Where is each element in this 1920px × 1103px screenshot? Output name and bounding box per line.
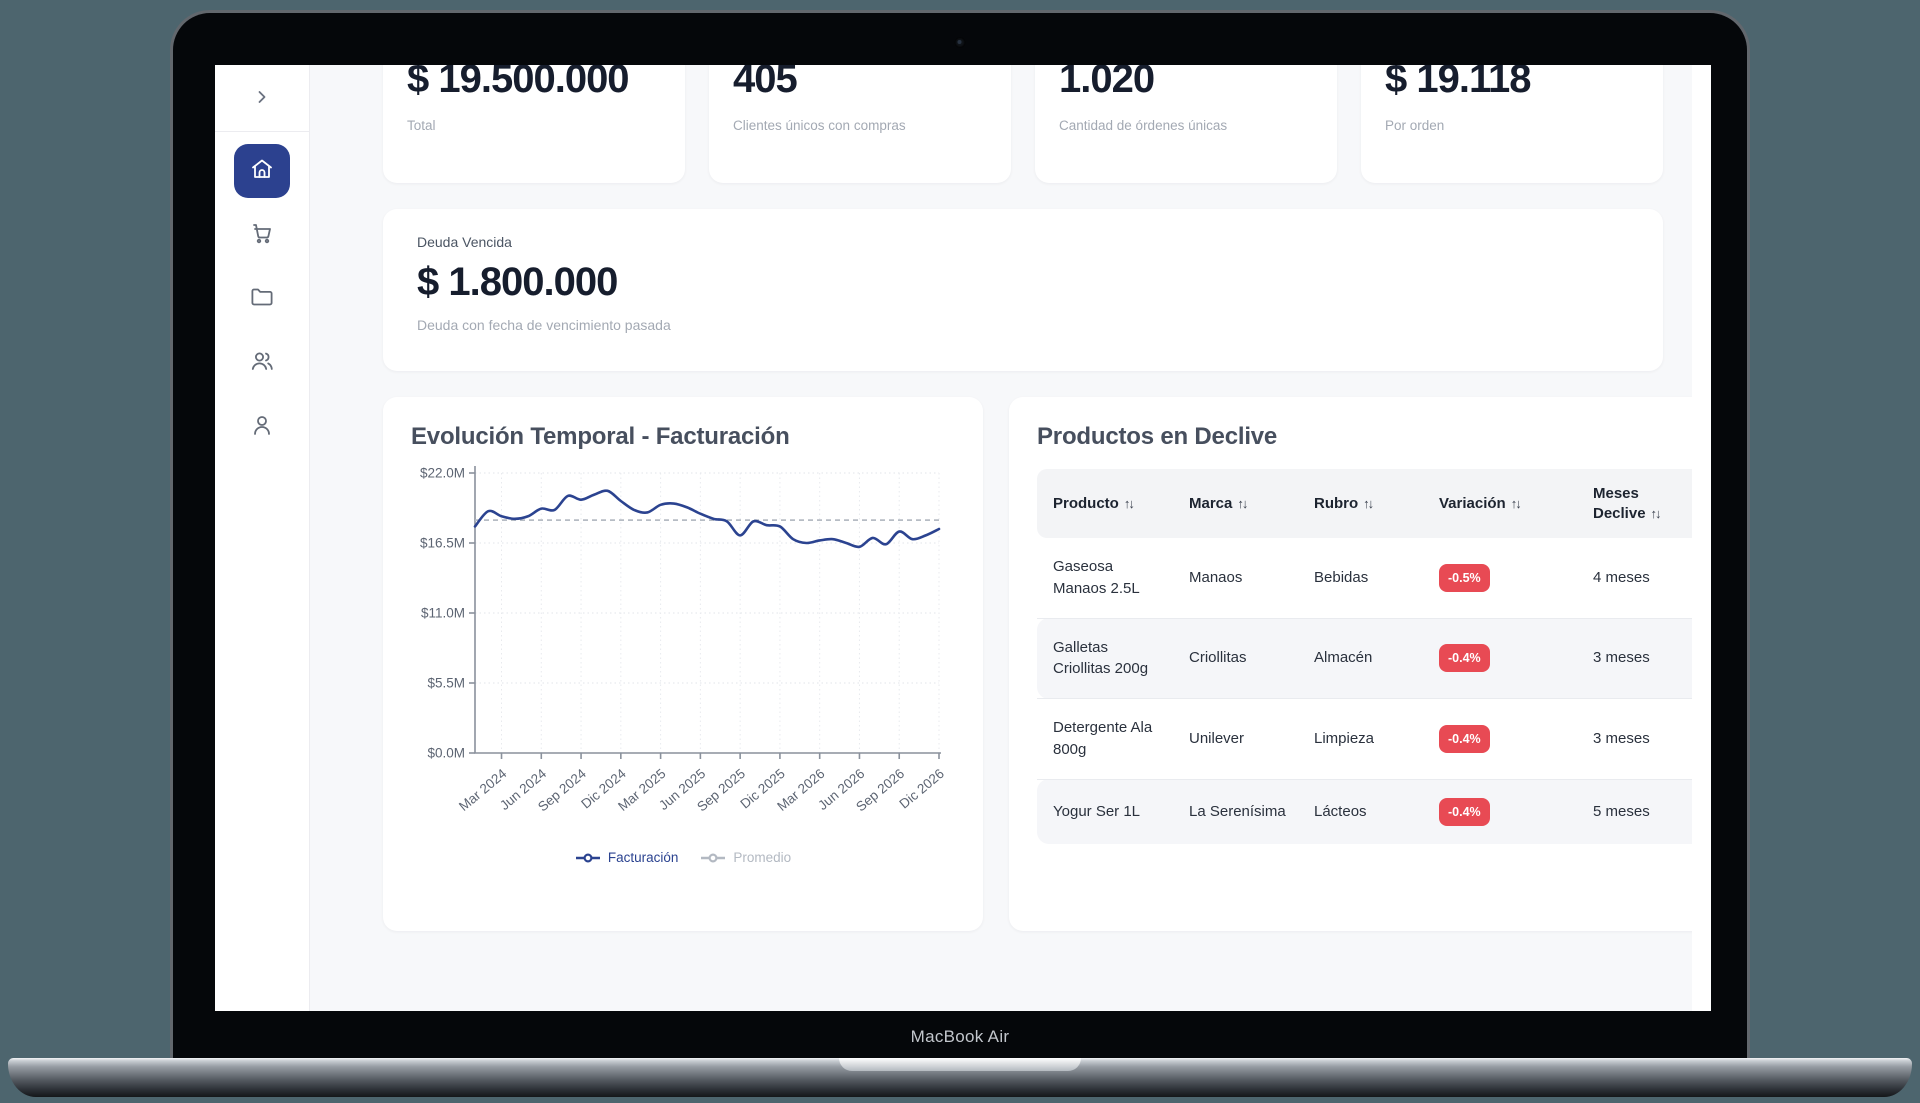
svg-text:$22.0M: $22.0M [420, 466, 465, 481]
stat-label: Clientes únicos con compras [733, 118, 906, 133]
table-row: Yogur Ser 1L La Serenísima Lácteos -0.4% 5 m… [1037, 779, 1711, 844]
svg-text:Dic 2026: Dic 2026 [896, 766, 946, 812]
cell-rubro: Bebidas [1314, 568, 1369, 586]
cell-variacion: -0.4% [1427, 779, 1581, 844]
facturacion-chart: $22.0M $16.5M $11.0M $5.5M $0.0M Mar 2024 Jun … [411, 451, 955, 840]
screen: $ 19.500.000 Total 405 Clientes únicos c… [215, 65, 1711, 1011]
stat-value: $ 19.500.000 [407, 65, 630, 101]
variation-badge: -0.4% [1439, 724, 1490, 753]
column-header-meses-declive[interactable]: Meses Declive ↑↓ [1581, 469, 1711, 538]
sidebar-item-files[interactable] [234, 272, 290, 326]
sidebar-collapse-button[interactable] [215, 67, 309, 131]
shopping-cart-icon [250, 221, 274, 250]
variation-badge: -0.4% [1439, 644, 1490, 673]
stat-value: 1.020 [1059, 65, 1155, 101]
column-header-rubro[interactable]: Rubro ↑↓ [1302, 469, 1427, 538]
cell-producto: Detergente Ala 800g [1053, 719, 1153, 758]
cell-marca: Unilever [1189, 729, 1245, 747]
stat-value: $ 19.118 [1385, 65, 1532, 101]
sidebar-item-profile[interactable] [234, 400, 290, 454]
cell-marca: Manaos [1189, 568, 1243, 586]
debt-value: $ 1.800.000 [417, 260, 618, 304]
laptop-lid: $ 19.500.000 Total 405 Clientes únicos c… [170, 10, 1750, 1060]
sort-icon: ↑↓ [1650, 505, 1662, 521]
legend-item-facturación[interactable]: Facturación [575, 850, 678, 865]
user-icon [250, 413, 274, 442]
cell-meses: 5 meses [1593, 802, 1650, 820]
chart-legend: Facturación Promedio [411, 850, 955, 865]
debt-title: Deuda Vencida [417, 234, 512, 250]
cell-variacion: -0.4% [1427, 618, 1581, 699]
legend-marker-icon [701, 852, 726, 863]
cell-producto: Galletas Criollitas 200g [1053, 638, 1149, 678]
sort-icon: ↑↓ [1123, 495, 1135, 511]
cell-meses: 3 meses [1593, 729, 1650, 747]
chevron-right-icon [252, 87, 272, 112]
cell-rubro: Lácteos [1314, 802, 1367, 820]
scrollbar[interactable] [1692, 65, 1711, 1011]
debt-subtitle: Deuda con fecha de vencimiento pasada [417, 317, 671, 333]
sidebar [215, 65, 310, 1011]
cell-marca: Criollitas [1189, 649, 1247, 667]
cell-rubro: Limpieza [1314, 729, 1375, 747]
table-row: Detergente Ala 800g Unilever Limpieza -0.4%… [1037, 698, 1711, 780]
stat-card-clientes: 405 Clientes únicos con compras [709, 65, 1011, 183]
cell-rubro: Almacén [1314, 649, 1373, 667]
debt-card: Deuda Vencida $ 1.800.000 Deuda con fech… [383, 209, 1663, 371]
laptop-base-notch [839, 1058, 1081, 1071]
cell-variacion: -0.5% [1427, 538, 1581, 618]
cell-meses: 3 meses [1593, 649, 1650, 667]
stat-card-ordenes: 1.020 Cantidad de órdenes únicas [1035, 65, 1337, 183]
main-content: $ 19.500.000 Total 405 Clientes únicos c… [311, 65, 1711, 1011]
home-icon [250, 157, 274, 186]
sidebar-item-home[interactable] [234, 144, 290, 198]
products-title: Productos en Declive [1037, 423, 1278, 450]
sort-icon: ↑↓ [1510, 495, 1522, 511]
variation-badge: -0.5% [1439, 563, 1490, 592]
column-header-producto[interactable]: Producto ↑↓ [1037, 469, 1177, 538]
stats-row: $ 19.500.000 Total 405 Clientes únicos c… [383, 65, 1663, 183]
products-table-clip: Producto ↑↓ Marca ↑↓ Rubro ↑↓ Variación ↑↓ M… [1037, 469, 1711, 844]
legend-marker-icon [575, 852, 600, 863]
sidebar-item-customers[interactable] [234, 336, 290, 390]
svg-text:$11.0M: $11.0M [421, 606, 465, 621]
cell-producto: Gaseosa Manaos 2.5L [1053, 558, 1140, 597]
stat-value: 405 [733, 65, 798, 101]
device-label: MacBook Air [910, 1027, 1010, 1046]
bottom-row: Evolución Temporal - Facturación $22.0M $… [383, 397, 1711, 931]
sidebar-divider [215, 131, 309, 132]
stat-card-por-orden: $ 19.118 Por orden [1361, 65, 1663, 183]
stat-label: Cantidad de órdenes únicas [1059, 118, 1228, 133]
stat-label: Total [407, 118, 436, 133]
legend-item-promedio[interactable]: Promedio [700, 850, 791, 865]
folder-icon [250, 285, 274, 314]
sidebar-item-orders[interactable] [234, 208, 290, 262]
cell-producto: Yogur Ser 1L [1053, 802, 1141, 820]
productos-declive-card: Productos en Declive Producto ↑↓ Marca ↑↓ … [1009, 397, 1711, 931]
cell-marca: La Serenísima [1189, 802, 1286, 820]
table-row: Galletas Criollitas 200g Criollitas Almacé… [1037, 618, 1711, 699]
sidebar-nav [215, 132, 309, 454]
users-icon [250, 349, 274, 378]
products-table: Producto ↑↓ Marca ↑↓ Rubro ↑↓ Variación ↑↓ M… [1037, 469, 1711, 844]
svg-text:$0.0M: $0.0M [427, 746, 465, 761]
column-header-variacion[interactable]: Variación ↑↓ [1427, 469, 1581, 538]
table-row: Gaseosa Manaos 2.5L Manaos Bebidas -0.5% 4 m… [1037, 538, 1711, 618]
chart-title: Evolución Temporal - Facturación [411, 423, 790, 450]
variation-badge: -0.4% [1439, 797, 1490, 826]
facturacion-chart-card: Evolución Temporal - Facturación $22.0M $… [383, 397, 983, 931]
svg-text:$16.5M: $16.5M [420, 536, 465, 551]
stat-card-total: $ 19.500.000 Total [383, 65, 685, 183]
webcam-icon [954, 37, 966, 48]
table-header-row: Producto ↑↓ Marca ↑↓ Rubro ↑↓ Variación ↑↓ M… [1037, 469, 1711, 538]
svg-text:$5.5M: $5.5M [427, 676, 465, 691]
sort-icon: ↑↓ [1363, 495, 1374, 511]
cell-meses: 4 meses [1593, 568, 1650, 586]
cell-variacion: -0.4% [1427, 699, 1581, 780]
sort-icon: ↑↓ [1237, 495, 1248, 511]
stat-label: Por orden [1385, 118, 1445, 133]
column-header-marca[interactable]: Marca ↑↓ [1177, 469, 1302, 538]
